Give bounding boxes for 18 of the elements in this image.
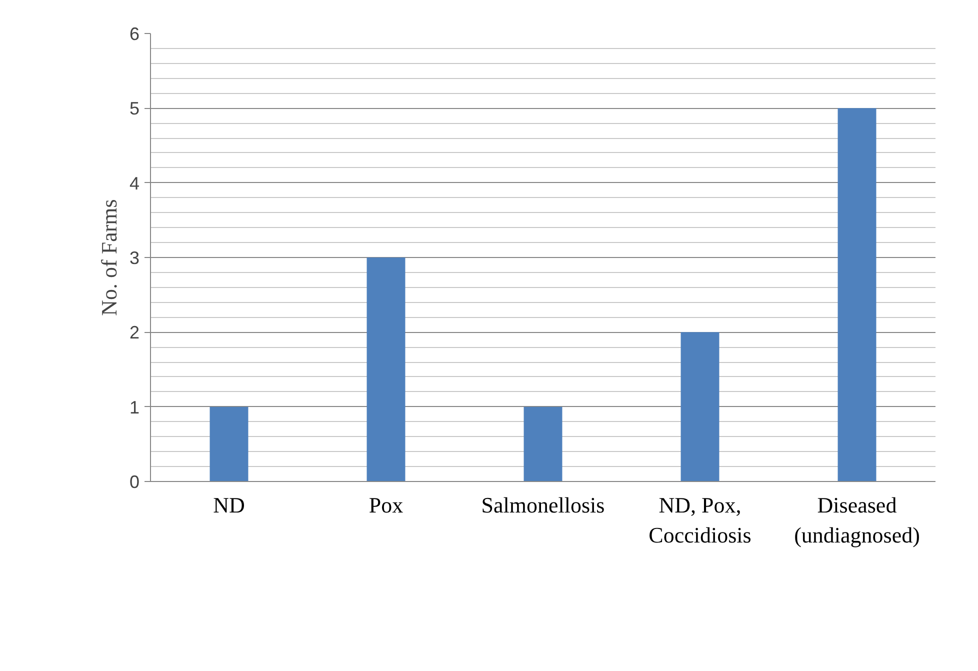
y-axis-title: No. of Farms (96, 199, 122, 316)
y-tick-label: 6 (129, 24, 140, 44)
bar (680, 332, 720, 482)
x-tick-label: Salmonellosis (481, 492, 605, 518)
y-tick-label: 5 (129, 98, 140, 119)
y-tick-label: 1 (129, 397, 140, 418)
x-tick-label: ND (213, 492, 245, 518)
y-tick-label: 0 (129, 472, 140, 492)
bar (210, 406, 248, 482)
x-tick-label: Pox (368, 492, 404, 518)
bar (838, 108, 876, 482)
bar (366, 258, 406, 482)
x-tick-label: ND, Pox, Coccidiosis (648, 492, 752, 548)
x-tick-label: Diseased (undiagnosed) (794, 492, 920, 548)
bar (524, 406, 562, 482)
y-tick-label: 4 (129, 173, 140, 194)
y-tick-label: 2 (129, 322, 140, 343)
y-tick-label: 3 (129, 248, 140, 268)
